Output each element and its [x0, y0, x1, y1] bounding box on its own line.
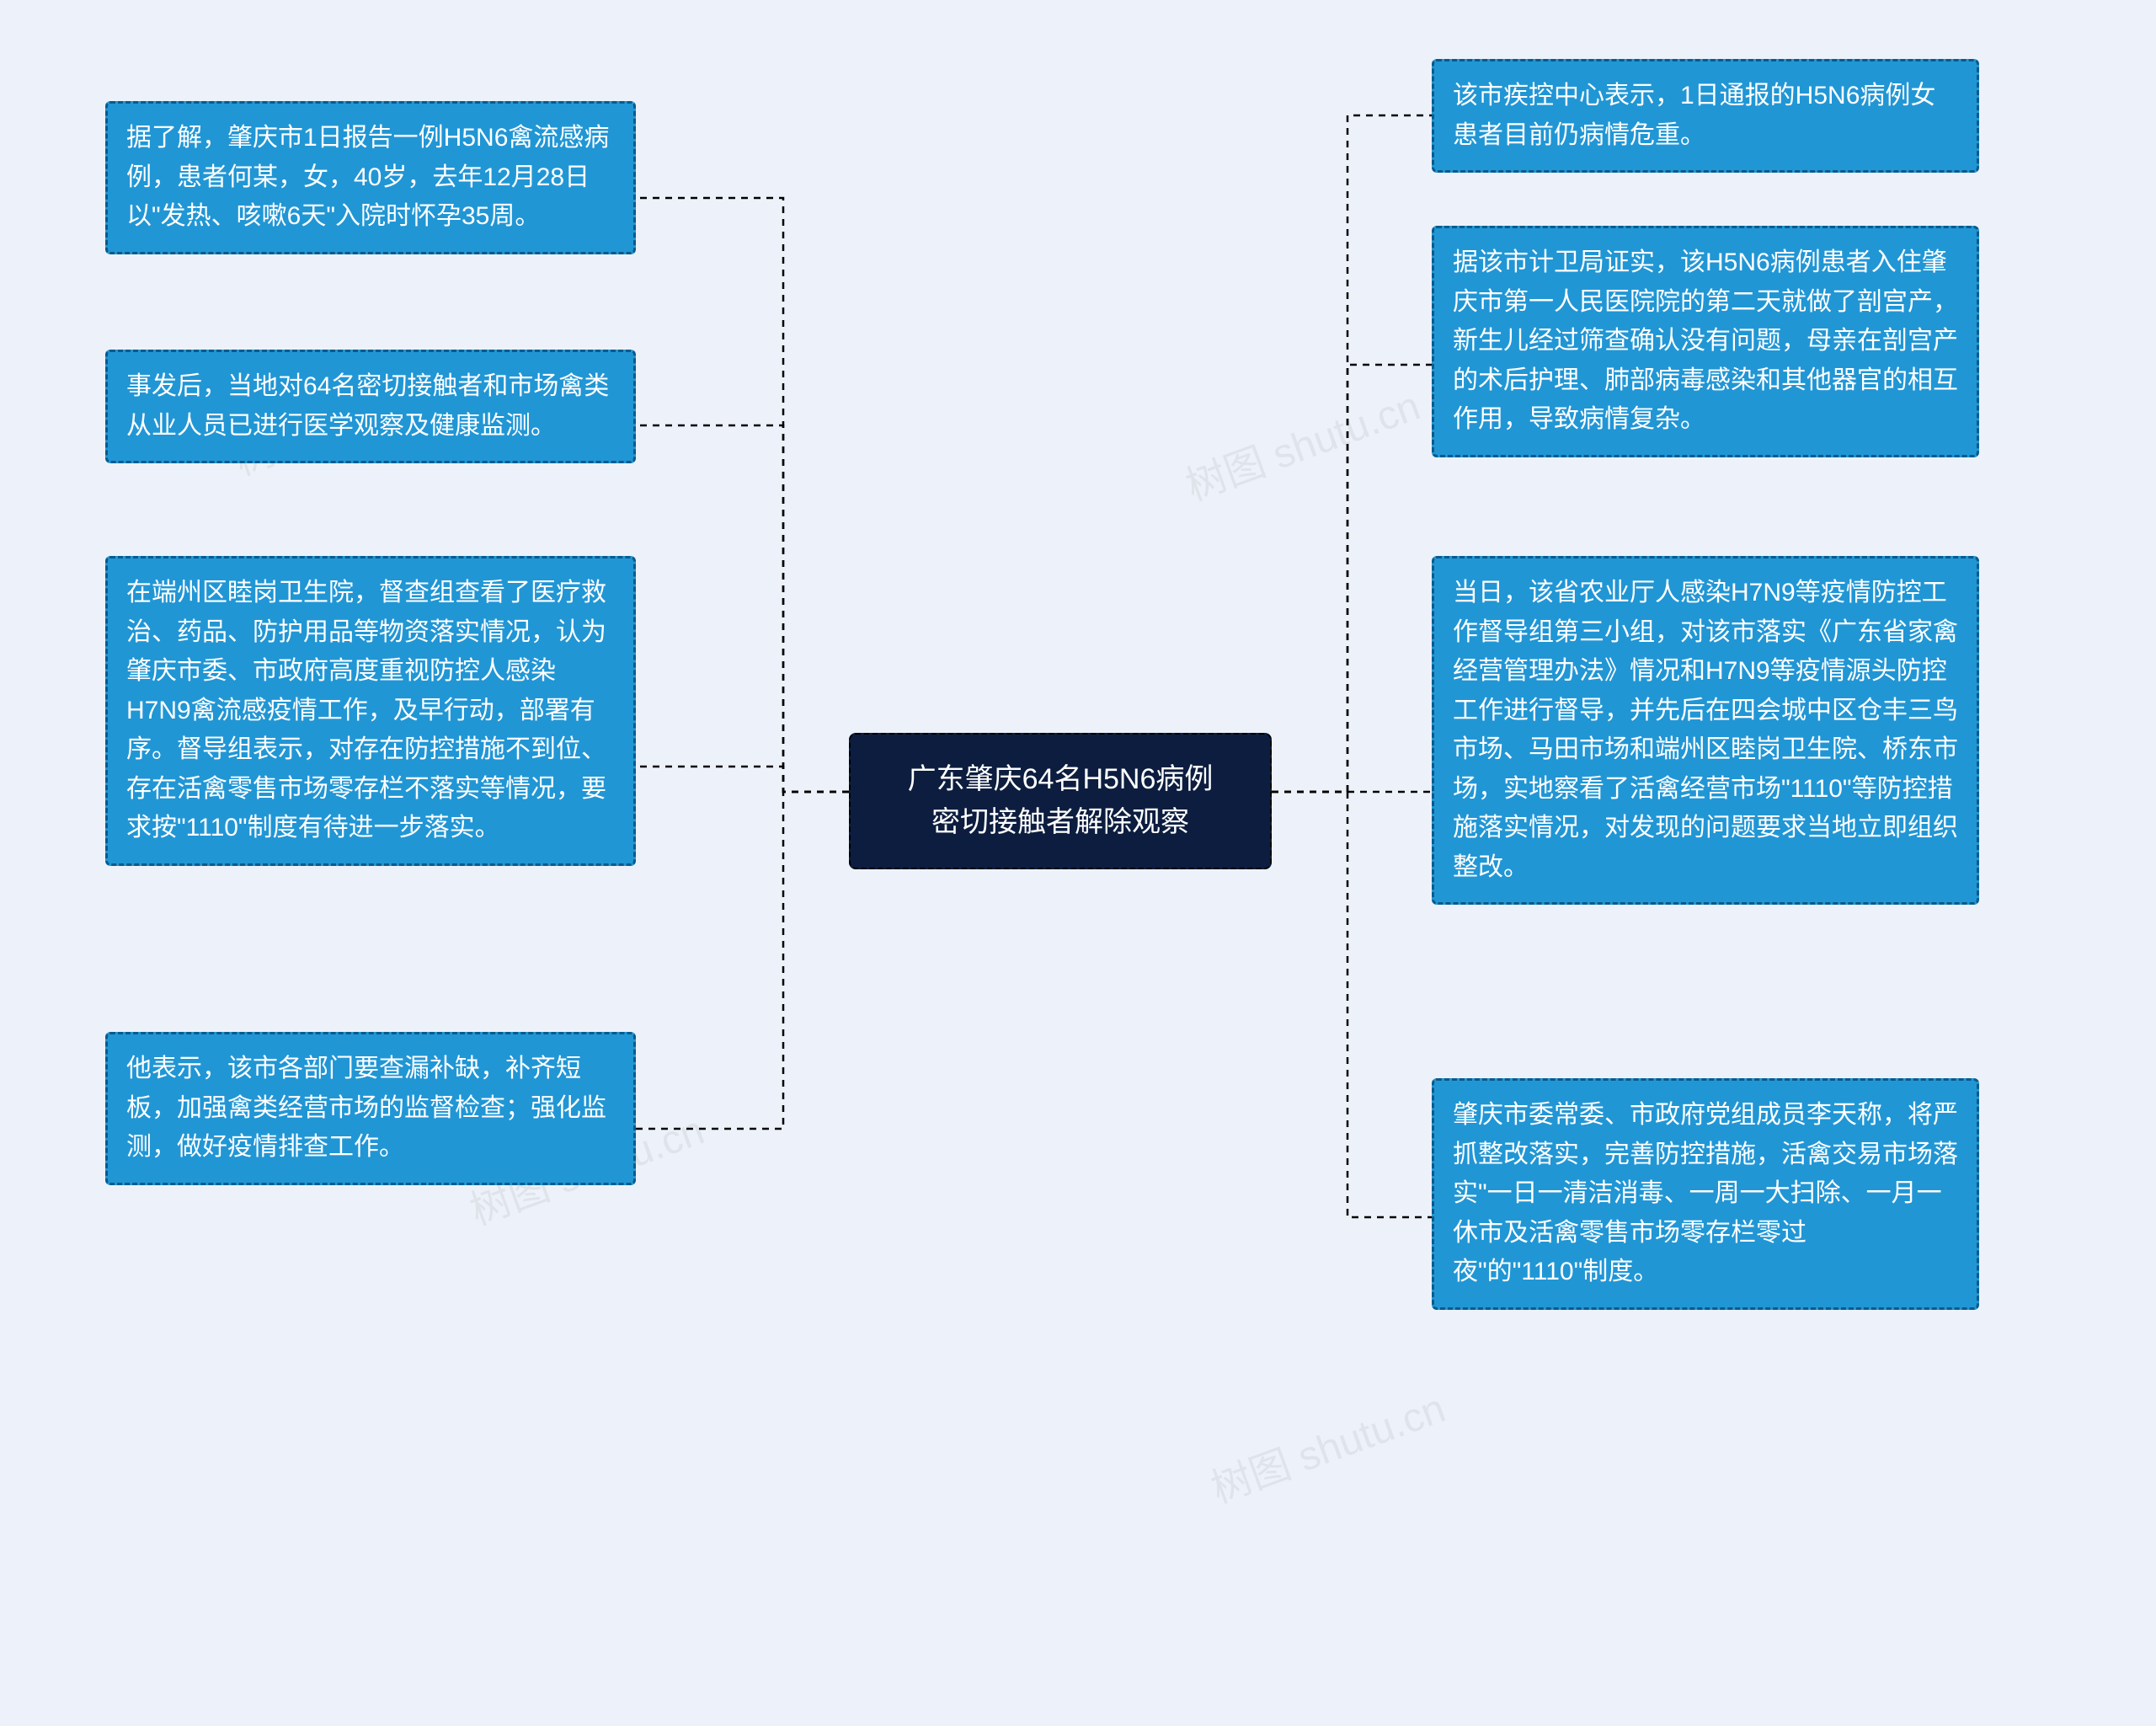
right-node-1: 据该市计卫局证实，该H5N6病例患者入住肇庆市第一人民医院院的第二天就做了剖宫产…	[1432, 226, 1979, 457]
right-node-0: 该市疾控中心表示，1日通报的H5N6病例女患者目前仍病情危重。	[1432, 59, 1979, 173]
watermark: 树图 shutu.cn	[1177, 372, 1427, 511]
center-node: 广东肇庆64名H5N6病例 密切接触者解除观察	[849, 733, 1272, 869]
center-title-line1: 广东肇庆64名H5N6病例	[881, 758, 1240, 801]
right-node-3: 肇庆市委常委、市政府党组成员李天称，将严抓整改落实，完善防控措施，活禽交易市场落…	[1432, 1078, 1979, 1310]
left-node-3: 他表示，该市各部门要查漏补缺，补齐短板，加强禽类经营市场的监督检查；强化监测，做…	[105, 1032, 636, 1185]
right-node-2: 当日，该省农业厅人感染H7N9等疫情防控工作督导组第三小组，对该市落实《广东省家…	[1432, 556, 1979, 905]
left-node-2: 在端州区睦岗卫生院，督查组查看了医疗救治、药品、防护用品等物资落实情况，认为肇庆…	[105, 556, 636, 866]
center-title-line2: 密切接触者解除观察	[881, 801, 1240, 844]
left-node-0: 据了解，肇庆市1日报告一例H5N6禽流感病例，患者何某，女，40岁，去年12月2…	[105, 101, 636, 254]
watermark: 树图 shutu.cn	[1202, 1375, 1452, 1514]
left-node-1: 事发后，当地对64名密切接触者和市场禽类从业人员已进行医学观察及健康监测。	[105, 350, 636, 463]
